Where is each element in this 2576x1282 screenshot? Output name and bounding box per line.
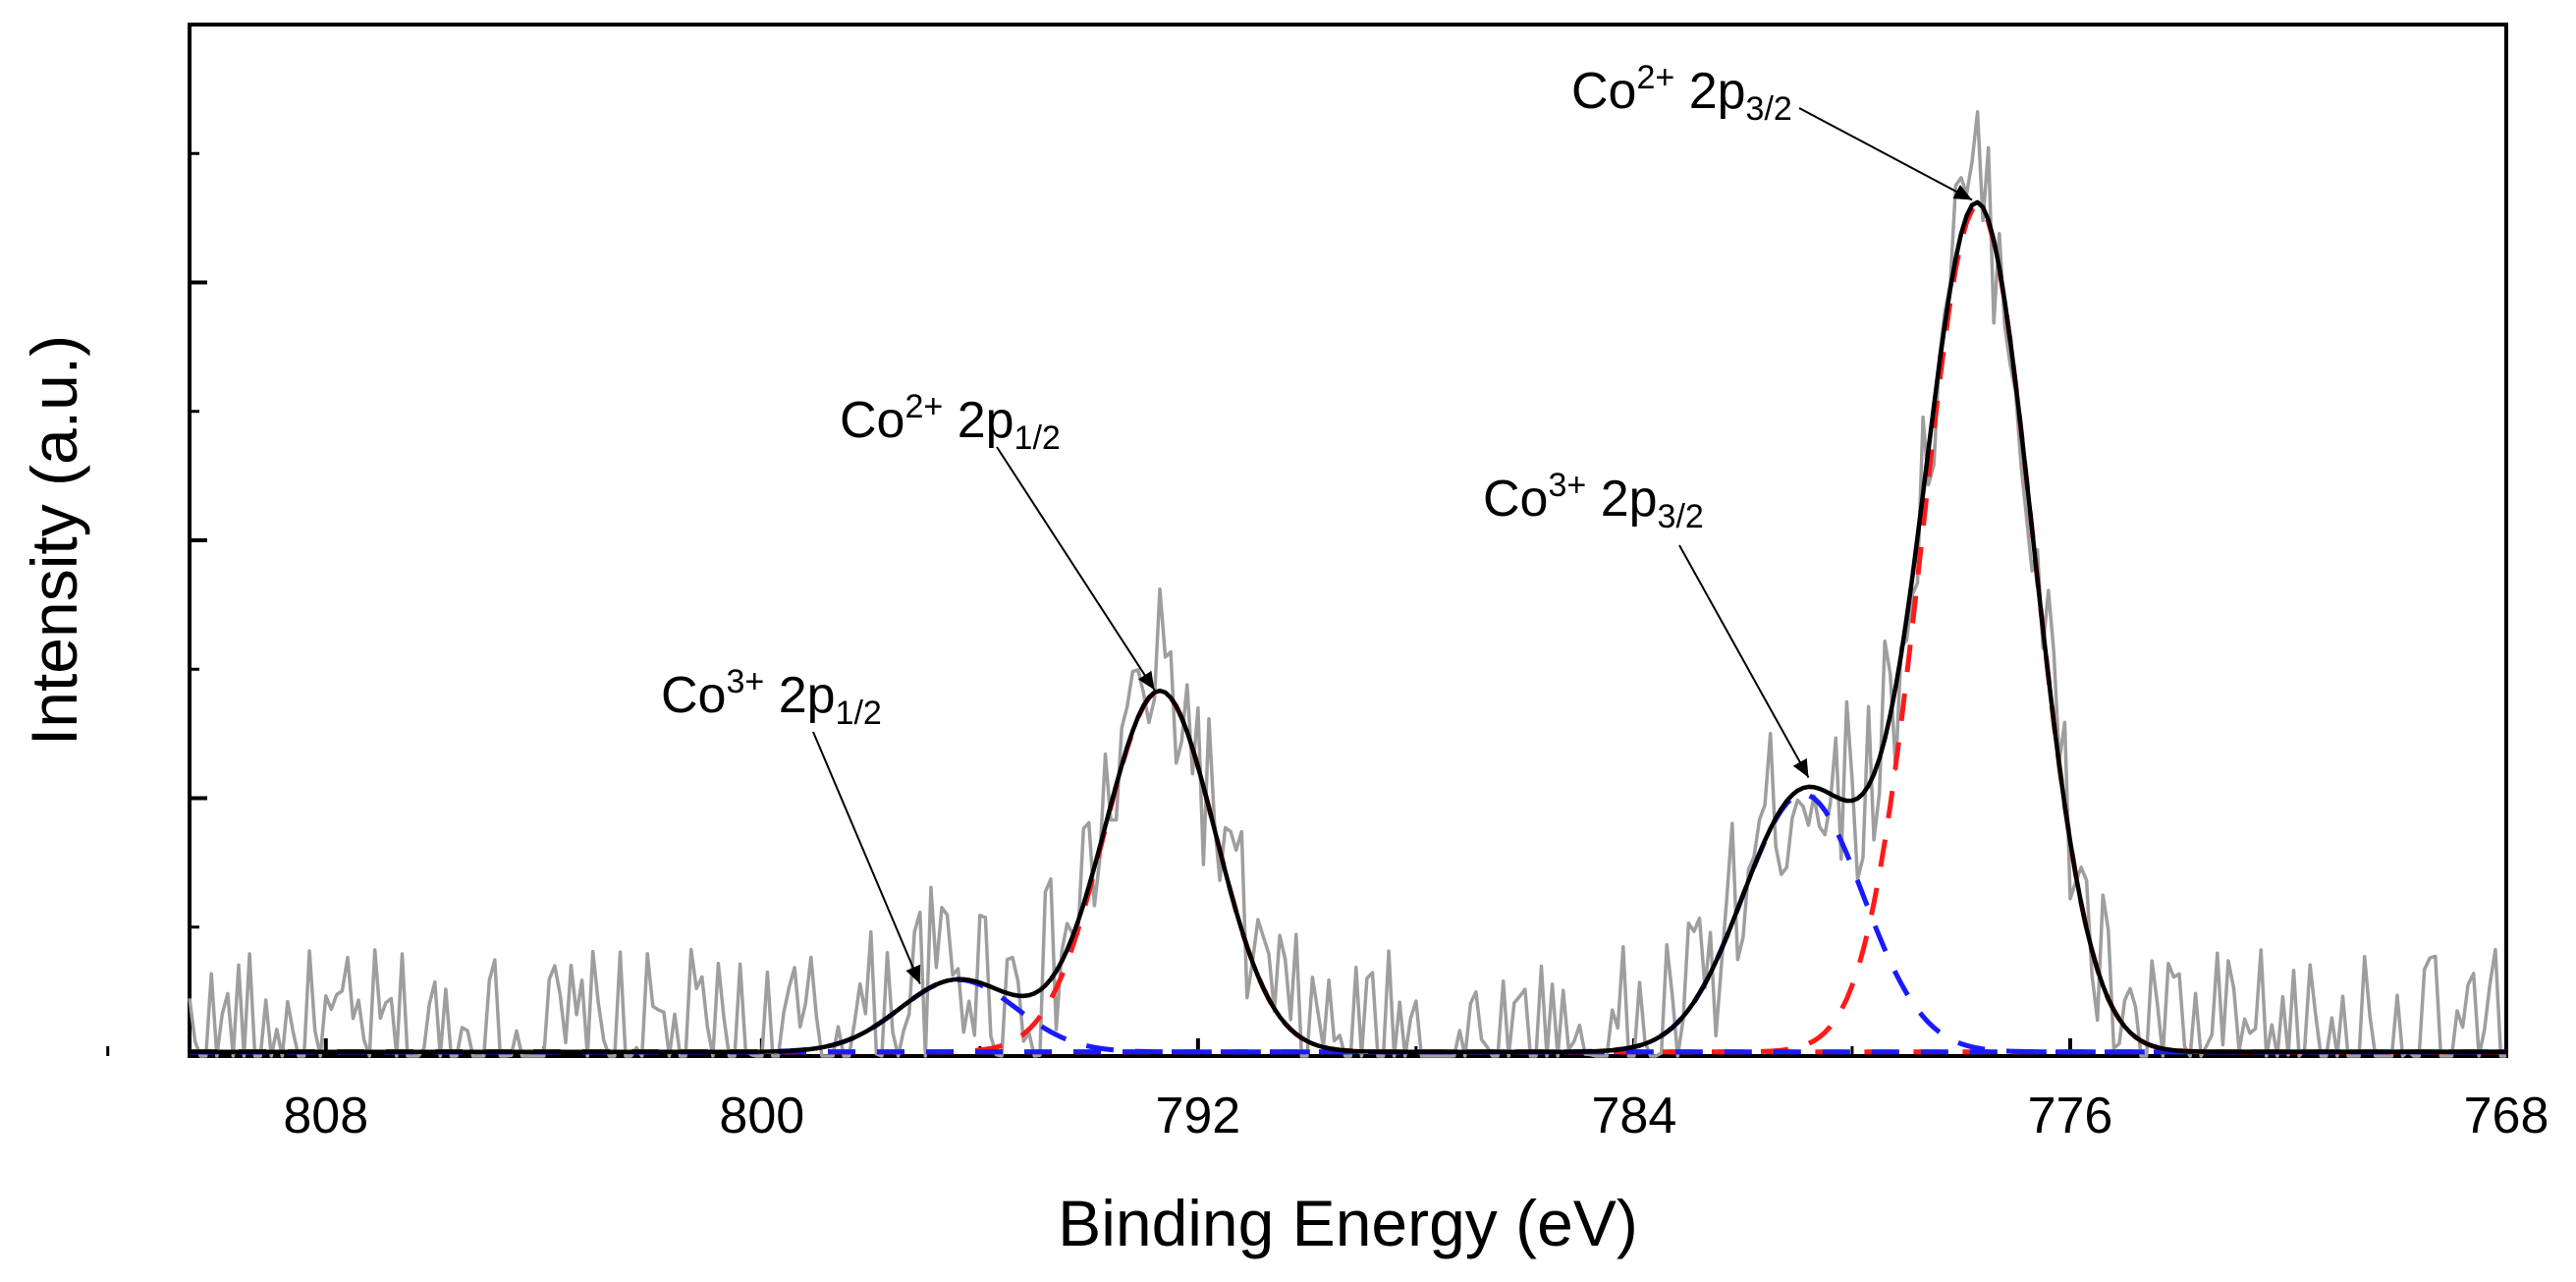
annotation-arrow bbox=[1678, 544, 1810, 778]
annotation-label: Co2+ 2p3/2 bbox=[1571, 59, 1973, 201]
x-tick-label: 808 bbox=[283, 1087, 368, 1144]
series-layer bbox=[188, 110, 2506, 1058]
annotation-text: Co3+ 2p1/2 bbox=[661, 663, 882, 732]
annotation-arrow bbox=[812, 731, 921, 984]
y-axis-ticks bbox=[190, 151, 207, 929]
annotation-label: Co2+ 2p1/2 bbox=[840, 388, 1156, 691]
annotation-text: Co3+ 2p3/2 bbox=[1483, 467, 1704, 535]
x-tick-label: 784 bbox=[1592, 1087, 1677, 1144]
annotation-arrow bbox=[996, 446, 1156, 691]
series-line-co2-2p3-2 bbox=[190, 203, 2506, 1055]
annotation-text: Co2+ 2p1/2 bbox=[840, 388, 1061, 457]
x-tick-label: 776 bbox=[2028, 1087, 2113, 1144]
annotation-arrow bbox=[1798, 107, 1973, 201]
annotation-layer: Co2+ 2p3/2 Co2+ 2p1/2 Co3+ 2p3/2 Co3+ 2p1/2 bbox=[661, 59, 1973, 984]
annotation-label: Co3+ 2p3/2 bbox=[1483, 467, 1810, 778]
series-line-envelope bbox=[190, 199, 2506, 1055]
x-tick-label: 792 bbox=[1155, 1087, 1240, 1144]
x-tick-label: 800 bbox=[719, 1087, 804, 1144]
x-axis-ticks: 808 800 792 784 776 768 bbox=[106, 1038, 2549, 1144]
series-line-raw-data bbox=[188, 110, 2506, 1058]
annotation-label: Co3+ 2p1/2 bbox=[661, 663, 921, 984]
y-axis-title: Intensity (a.u.) bbox=[18, 335, 90, 746]
x-axis-title: Binding Energy (eV) bbox=[1058, 1187, 1638, 1259]
plot-frame bbox=[188, 23, 2508, 1058]
annotation-text: Co2+ 2p3/2 bbox=[1571, 59, 1792, 128]
series-line-co2-2p1-2 bbox=[190, 688, 2506, 1055]
x-tick-label: 768 bbox=[2464, 1087, 2549, 1144]
plot-border bbox=[188, 23, 2508, 1058]
